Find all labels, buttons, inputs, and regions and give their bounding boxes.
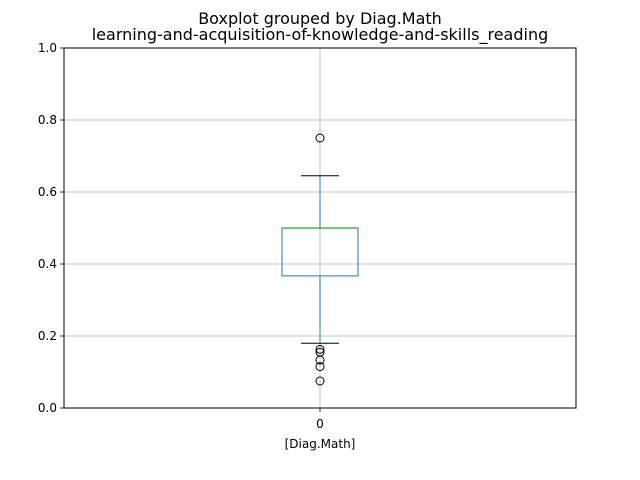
outlier-point xyxy=(315,133,325,143)
outlier-point xyxy=(315,362,325,372)
y-tick-label: 0.4 xyxy=(38,257,57,271)
y-tick-label: 0.6 xyxy=(38,185,57,199)
y-tick-label: 0.0 xyxy=(38,401,57,415)
y-tick-label: 0.8 xyxy=(38,113,57,127)
chart-title: learning-and-acquisition-of-knowledge-an… xyxy=(92,25,549,45)
outlier-point xyxy=(315,376,325,386)
box-group xyxy=(281,133,359,386)
x-axis-label: [Diag.Math] xyxy=(285,437,356,451)
x-tick-label: 0 xyxy=(316,417,324,431)
axis-ticks: 0.0 0.2 0.4 0.6 0.8 1.0 0 xyxy=(38,41,324,431)
y-tick-label: 0.2 xyxy=(38,329,57,343)
outlier-point xyxy=(315,355,325,365)
y-tick-label: 1.0 xyxy=(38,41,57,55)
chart-suptitle: Boxplot grouped by Diag.Math xyxy=(198,9,442,28)
outlier-point xyxy=(315,344,325,354)
